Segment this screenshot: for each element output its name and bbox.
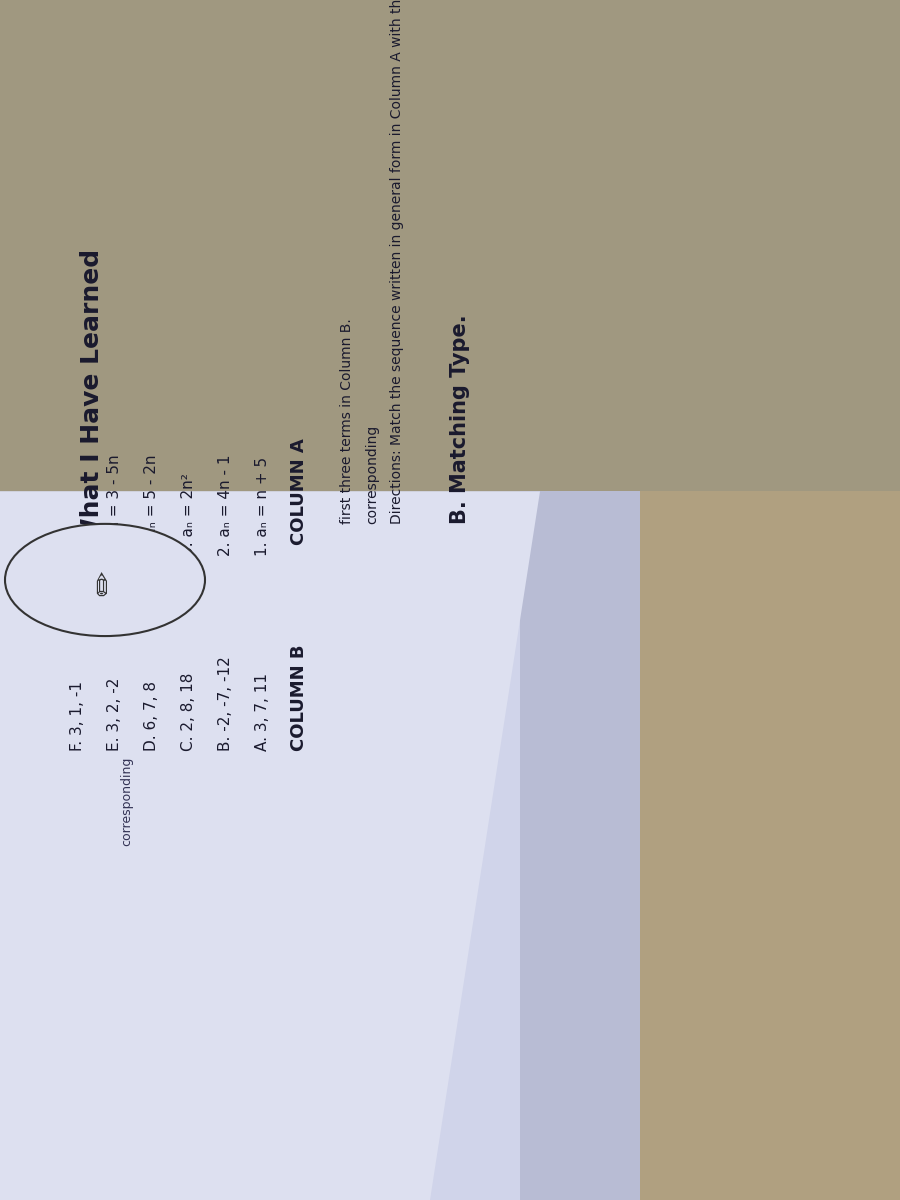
Text: E. 3, 2, -2: E. 3, 2, -2 (107, 678, 122, 751)
Text: Directions: Match the sequence written in general form in Column A with the: Directions: Match the sequence written i… (390, 0, 404, 524)
Text: 5. aₙ = 3 - 5n: 5. aₙ = 3 - 5n (107, 455, 122, 557)
Text: 1. aₙ = n + 5: 1. aₙ = n + 5 (255, 457, 270, 557)
Text: What I Have Learned: What I Have Learned (80, 248, 104, 545)
Text: first three terms in Column B.: first three terms in Column B. (340, 318, 354, 524)
Text: ✏: ✏ (91, 570, 120, 595)
Text: 3. aₙ = 2n²: 3. aₙ = 2n² (181, 474, 196, 557)
Polygon shape (520, 492, 640, 1200)
Text: 2. aₙ = 4n - 1: 2. aₙ = 4n - 1 (218, 455, 233, 557)
Text: COLUMN A: COLUMN A (290, 438, 308, 545)
Text: D. 6, 7, 8: D. 6, 7, 8 (144, 682, 159, 751)
Bar (520, 492, 900, 1022)
Text: corresponding: corresponding (120, 756, 133, 846)
Text: 4. aₙ = 5 - 2n: 4. aₙ = 5 - 2n (144, 455, 159, 557)
Polygon shape (0, 492, 540, 1200)
Ellipse shape (5, 524, 205, 636)
Bar (640, 492, 900, 1200)
Text: A. 3, 7, 11: A. 3, 7, 11 (255, 673, 270, 751)
Text: B. -2, -7, -12: B. -2, -7, -12 (218, 656, 233, 751)
Text: B. Matching Type.: B. Matching Type. (450, 314, 470, 524)
Text: COLUMN B: COLUMN B (290, 644, 308, 751)
Text: F. 3, 1, -1: F. 3, 1, -1 (70, 682, 85, 751)
Text: C. 2, 8, 18: C. 2, 8, 18 (181, 673, 196, 751)
Text: corresponding: corresponding (365, 425, 379, 524)
Polygon shape (0, 492, 640, 1200)
